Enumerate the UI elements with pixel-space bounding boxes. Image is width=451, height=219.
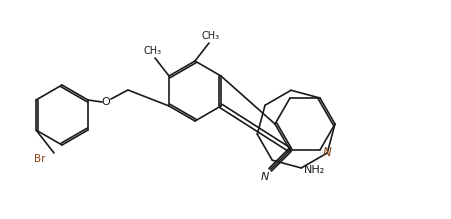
Text: Br: Br (34, 154, 46, 164)
Text: CH₃: CH₃ (143, 46, 162, 56)
Text: N: N (260, 172, 269, 182)
Text: N: N (322, 147, 331, 159)
Text: NH₂: NH₂ (304, 165, 325, 175)
Text: CH₃: CH₃ (202, 31, 220, 41)
Text: O: O (101, 97, 110, 107)
